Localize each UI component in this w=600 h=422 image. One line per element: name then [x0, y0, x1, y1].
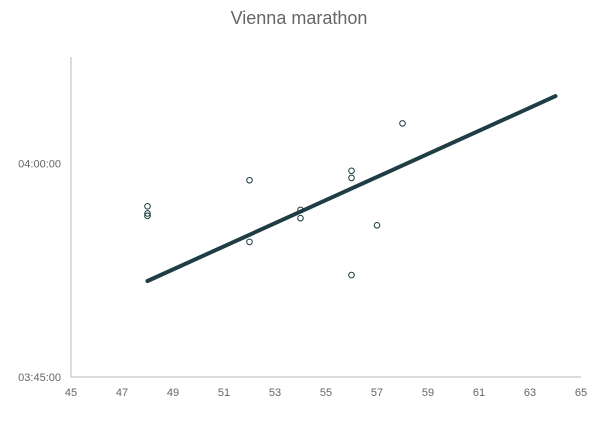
x-tick-label: 49: [167, 387, 179, 399]
x-tick-label: 47: [116, 387, 128, 399]
trendline-layer: [145, 94, 558, 283]
data-point: [144, 212, 151, 220]
trendline: [145, 94, 558, 283]
data-point: [373, 221, 381, 229]
data-point: [348, 174, 355, 182]
x-tick-label: 59: [422, 387, 434, 399]
x-tick-label: 61: [473, 387, 485, 399]
y-tick-labels: 03:45:00 04:00:00: [18, 159, 61, 384]
y-tick-label: 04:00:00: [18, 159, 61, 171]
data-point: [246, 176, 253, 184]
x-tick-label: 51: [218, 387, 230, 399]
x-tick-label: 45: [65, 387, 77, 399]
data-point: [297, 206, 304, 214]
y-tick-label: 03:45:00: [18, 372, 61, 384]
data-point: [348, 271, 355, 279]
x-tick-label: 63: [524, 387, 536, 399]
x-tick-label: 55: [320, 387, 332, 399]
data-point: [144, 210, 151, 217]
x-tick-labels: 45 47 49 51 53 55 57 59 61 63 65: [65, 387, 587, 399]
points-layer: [144, 120, 406, 279]
data-point: [297, 214, 304, 222]
x-tick-label: 53: [269, 387, 281, 399]
chart-title: Vienna marathon: [231, 8, 368, 28]
x-tick-label: 57: [371, 387, 383, 399]
x-tick-label: 65: [575, 387, 587, 399]
data-point: [144, 203, 151, 210]
data-point: [399, 120, 406, 127]
data-point: [348, 167, 355, 175]
data-point: [246, 238, 253, 246]
